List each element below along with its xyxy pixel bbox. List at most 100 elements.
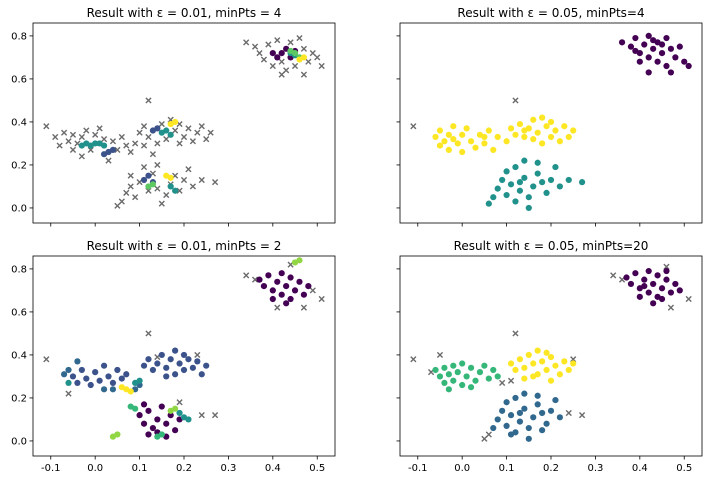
cluster-2-point <box>432 366 439 374</box>
cluster-0-point <box>672 280 679 288</box>
y-tick-label: 0.6 <box>11 307 27 318</box>
cluster-0-point <box>149 424 157 432</box>
noise-point <box>198 412 205 419</box>
noise-point <box>287 39 294 46</box>
noise-point <box>256 50 263 57</box>
noise-point <box>145 133 152 141</box>
noise-point <box>243 272 250 279</box>
cluster-1-point <box>176 360 183 367</box>
cluster-2-point <box>507 125 515 132</box>
noise-point <box>114 202 121 209</box>
cluster-1-point <box>521 405 528 412</box>
noise-point <box>118 198 125 205</box>
cluster-0-point <box>645 54 652 61</box>
cluster-2-point <box>543 123 550 130</box>
noise-point <box>69 146 77 153</box>
cluster-0-point <box>650 280 657 288</box>
cluster-4-point <box>300 54 308 61</box>
noise-point <box>60 129 68 136</box>
cluster-1-point <box>180 366 188 374</box>
cluster-2-point <box>521 127 528 134</box>
noise-point <box>274 304 281 311</box>
cluster-1-point <box>547 176 555 184</box>
cluster-0-point <box>645 289 652 296</box>
noise-point <box>65 390 72 397</box>
cluster-1-point <box>154 360 161 367</box>
noise-point <box>83 127 90 134</box>
noise-point <box>194 129 201 136</box>
cluster-2-point <box>65 366 72 374</box>
cluster-1-point <box>100 362 108 369</box>
cluster-2-point <box>565 133 572 141</box>
noise-point <box>565 409 572 417</box>
cluster-1-point <box>123 371 130 378</box>
cluster-4-point <box>172 118 179 126</box>
cluster-2-point <box>530 136 537 143</box>
cluster-3-point <box>516 356 524 363</box>
noise-point <box>172 127 179 134</box>
noise-point <box>485 431 492 438</box>
cluster-3-point <box>565 366 572 374</box>
x-tick-label: 0.1 <box>132 463 148 474</box>
cluster-2-point <box>490 146 497 153</box>
cluster-0-point <box>658 295 666 303</box>
noise-point <box>685 295 692 303</box>
noise-point <box>180 133 188 141</box>
cluster-0-point <box>658 50 666 57</box>
cluster-4-point <box>167 174 174 181</box>
noise-point <box>211 412 219 419</box>
cluster-0-point <box>658 41 666 48</box>
cluster-0-point <box>287 274 294 281</box>
noise-point <box>278 71 285 78</box>
cluster-3-point <box>543 366 550 374</box>
cluster-1-point <box>530 414 537 421</box>
noise-point <box>140 163 148 171</box>
noise-point <box>127 183 134 190</box>
cluster-3-point <box>176 409 183 417</box>
cluster-2-point <box>467 364 475 371</box>
cluster-1-point <box>547 407 555 414</box>
noise-point <box>109 138 117 145</box>
cluster-1-point <box>189 364 196 371</box>
noise-point <box>314 54 321 61</box>
noise-point <box>283 67 290 74</box>
cluster-0-point <box>650 300 657 307</box>
noise-point <box>211 179 219 186</box>
cluster-1-point <box>78 366 85 374</box>
cluster-0-point <box>636 58 643 65</box>
cluster-2-point <box>521 133 528 141</box>
cluster-2-point <box>441 364 448 371</box>
subplot-title: Result with ε = 0.05, minPts=20 <box>454 239 649 253</box>
cluster-2-point <box>481 133 488 141</box>
cluster-2-point <box>172 187 179 194</box>
cluster-2-point <box>60 371 68 378</box>
cluster-0-point <box>645 32 652 40</box>
cluster-1-point <box>118 375 125 382</box>
cluster-3-point <box>534 347 541 354</box>
cluster-2-point <box>534 129 541 136</box>
noise-point <box>149 151 157 158</box>
cluster-2-point <box>450 362 457 369</box>
cluster-1-point <box>154 125 161 132</box>
cluster-1-point <box>556 414 563 421</box>
noise-point <box>185 166 192 173</box>
cluster-2-point <box>467 138 475 145</box>
noise-point <box>140 142 148 149</box>
cluster-1-point <box>140 362 148 369</box>
noise-point <box>96 125 103 132</box>
noise-point <box>100 136 108 143</box>
cluster-0-point <box>256 276 263 283</box>
cluster-1-point <box>552 396 559 404</box>
cluster-1-point <box>74 379 81 386</box>
cluster-0-point <box>672 54 679 61</box>
cluster-2-point <box>450 136 457 143</box>
cluster-1-point <box>534 170 541 177</box>
cluster-1-point <box>525 435 532 442</box>
x-tick-label: 0.2 <box>176 463 192 474</box>
x-tick-label: 0.3 <box>587 463 603 474</box>
cluster-0-point <box>278 291 285 298</box>
cluster-1-point <box>485 200 492 207</box>
cluster-0-point <box>667 289 675 296</box>
cluster-1-point <box>516 418 524 425</box>
